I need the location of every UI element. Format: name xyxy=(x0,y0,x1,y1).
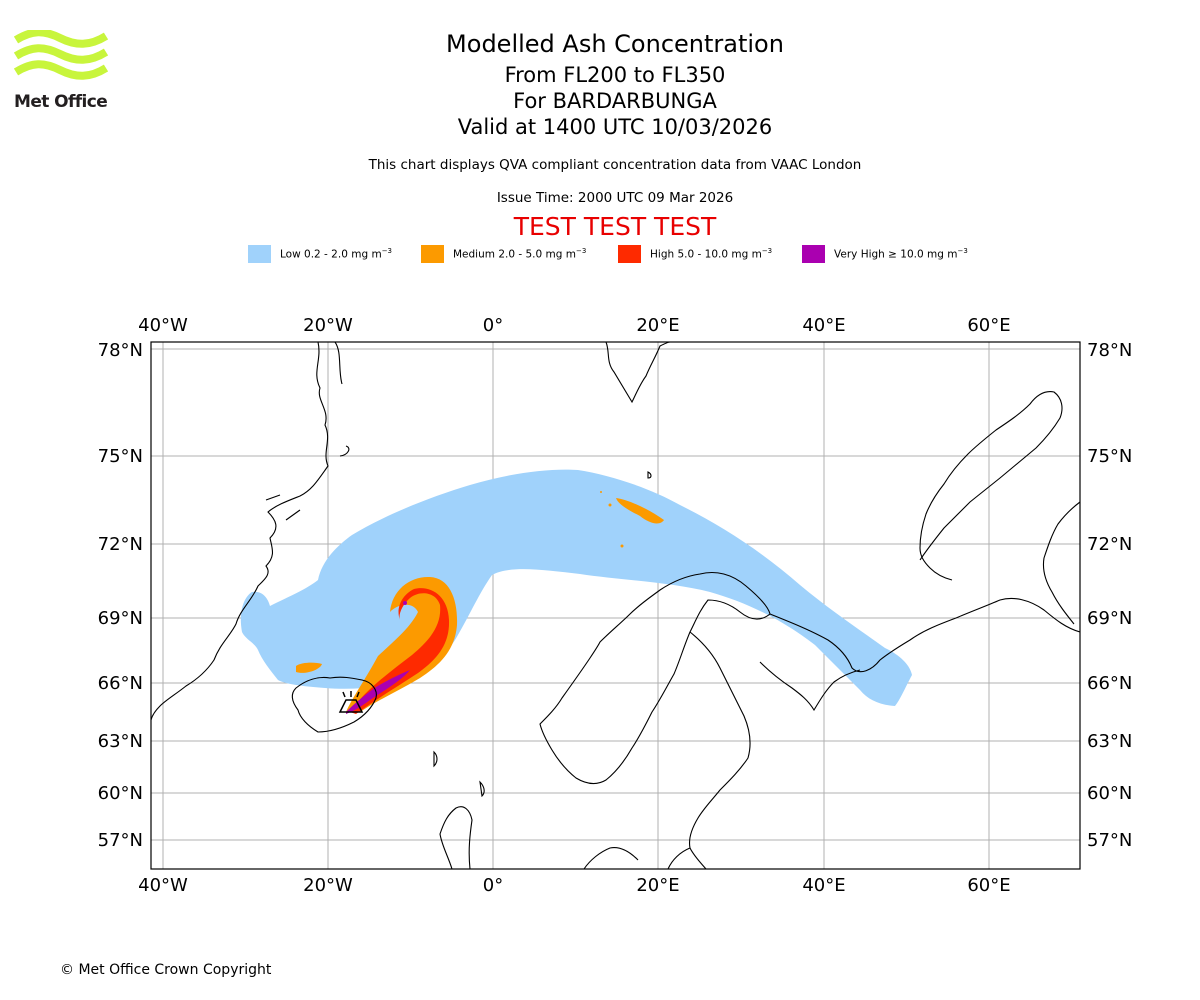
ash-medium-northeast xyxy=(616,498,664,524)
lon-labels-bottom: 40°W 20°W 0° 20°E 40°E 60°E xyxy=(138,875,1010,896)
lon-label-top-0: 0° xyxy=(483,315,503,336)
lon-labels-top: 40°W 20°W 0° 20°E 40°E 60°E xyxy=(138,315,1010,336)
legend-swatch-high xyxy=(618,245,641,263)
coast-scotland xyxy=(439,806,473,869)
lon-label-bottom-40e: 40°E xyxy=(802,875,845,896)
test-banner: TEST TEST TEST xyxy=(513,212,717,241)
met-office-waves-icon xyxy=(13,28,109,80)
lon-label-top-20w: 20°W xyxy=(303,315,353,336)
legend-label-high: High 5.0 - 10.0 mg m xyxy=(650,248,762,261)
legend-item-medium: Medium 2.0 - 5.0 mg m−3 xyxy=(421,244,586,264)
lat-label-right-69n: 69°N xyxy=(1087,608,1132,629)
lat-label-right-75n: 75°N xyxy=(1087,446,1132,467)
lon-label-bottom-20w: 20°W xyxy=(303,875,353,896)
coast-kola-peninsula xyxy=(769,597,1080,673)
ash-medium-areas xyxy=(296,491,664,712)
legend: Low 0.2 - 2.0 mg m−3 Medium 2.0 - 5.0 mg… xyxy=(0,244,1200,264)
valid-time: Valid at 1400 UTC 10/03/2026 xyxy=(457,115,773,139)
legend-item-very-high: Very High ≥ 10.0 mg m−3 xyxy=(802,244,968,264)
volcano-marker xyxy=(338,691,364,713)
coast-greenland-inlets xyxy=(265,342,350,521)
legend-swatch-very-high xyxy=(802,245,825,263)
lon-label-top-60e: 60°E xyxy=(967,315,1010,336)
ash-medium-hook xyxy=(346,576,458,712)
lat-label-left-57n: 57°N xyxy=(98,830,143,851)
legend-label-very-high: Very High ≥ 10.0 mg m xyxy=(834,248,958,261)
legend-swatch-medium xyxy=(421,245,444,263)
ash-very-high-spot xyxy=(403,601,407,605)
lat-labels-right: 78°N 75°N 72°N 69°N 66°N 63°N 60°N 57°N xyxy=(1087,340,1132,851)
lon-label-top-40e: 40°E xyxy=(802,315,845,336)
lat-label-right-63n: 63°N xyxy=(1087,731,1132,752)
met-office-logo: Met Office xyxy=(13,28,109,112)
lat-label-left-60n: 60°N xyxy=(98,783,143,804)
coast-russia-north xyxy=(1042,501,1080,625)
lat-label-right-72n: 72°N xyxy=(1087,534,1132,555)
ash-very-high-area xyxy=(346,670,410,714)
coast-iceland xyxy=(291,676,377,733)
map-frame xyxy=(150,341,1081,870)
lon-label-top-20e: 20°E xyxy=(636,315,679,336)
lon-label-top-40w: 40°W xyxy=(138,315,188,336)
lat-label-left-72n: 72°N xyxy=(98,534,143,555)
lon-label-bottom-0: 0° xyxy=(483,875,503,896)
ash-medium-west xyxy=(296,662,322,673)
legend-item-high: High 5.0 - 10.0 mg m−3 xyxy=(618,244,772,264)
coast-svalbard xyxy=(605,342,671,404)
coast-scandinavia xyxy=(539,571,771,785)
coast-greenland xyxy=(151,342,329,721)
lon-label-bottom-20e: 20°E xyxy=(636,875,679,896)
flight-level-range: From FL200 to FL350 xyxy=(504,63,726,87)
lat-label-left-69n: 69°N xyxy=(98,608,143,629)
coast-white-sea xyxy=(759,661,861,712)
lat-label-right-66n: 66°N xyxy=(1087,673,1132,694)
lat-label-right-57n: 57°N xyxy=(1087,830,1132,851)
lon-label-bottom-40w: 40°W xyxy=(138,875,188,896)
copyright-notice: © Met Office Crown Copyright xyxy=(60,962,272,978)
lat-label-left-75n: 75°N xyxy=(98,446,143,467)
legend-label-low: Low 0.2 - 2.0 mg m xyxy=(280,248,382,261)
volcano-name: For BARDARBUNGA xyxy=(513,89,717,113)
coast-finland-russia xyxy=(688,631,751,869)
lon-label-bottom-60e: 60°E xyxy=(967,875,1010,896)
met-office-wordmark: Met Office xyxy=(14,92,108,112)
lat-label-left-66n: 66°N xyxy=(98,673,143,694)
lat-label-left-78n: 78°N xyxy=(98,340,143,361)
lat-label-left-63n: 63°N xyxy=(98,731,143,752)
legend-label-medium: Medium 2.0 - 5.0 mg m xyxy=(453,248,576,261)
chart-title: Modelled Ash Concentration xyxy=(446,30,784,58)
chart-description: This chart displays QVA compliant concen… xyxy=(368,157,862,173)
legend-item-low: Low 0.2 - 2.0 mg m−3 xyxy=(248,244,392,264)
coast-novaya-zemlya xyxy=(919,391,1063,581)
lat-labels-left: 78°N 75°N 72°N 69°N 66°N 63°N 60°N 57°N xyxy=(98,340,143,851)
issue-time: Issue Time: 2000 UTC 09 Mar 2026 xyxy=(496,190,734,206)
coast-baltic xyxy=(583,847,691,869)
coastlines xyxy=(151,342,1080,869)
ash-low-area xyxy=(240,469,913,706)
lat-label-right-78n: 78°N xyxy=(1087,340,1132,361)
legend-swatch-low xyxy=(248,245,271,263)
lat-label-right-60n: 60°N xyxy=(1087,783,1132,804)
